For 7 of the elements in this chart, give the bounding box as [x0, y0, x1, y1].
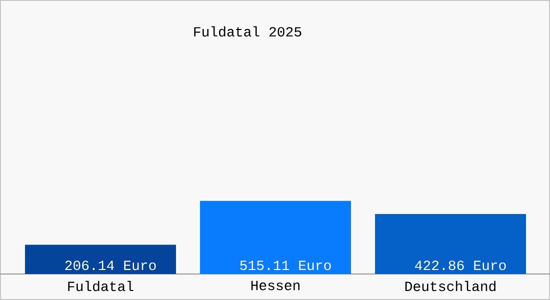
- data-label: 422.86 Euro: [415, 260, 506, 270]
- chart-title: Fuldatal 2025: [194, 26, 302, 37]
- x-tick-label: Deutschland: [405, 280, 496, 292]
- x-tick-label: Fuldatal: [68, 280, 134, 292]
- data-label: 515.11 Euro: [240, 260, 331, 270]
- data-label: 206.14 Euro: [65, 260, 156, 270]
- x-tick-label: Hessen: [251, 280, 300, 290]
